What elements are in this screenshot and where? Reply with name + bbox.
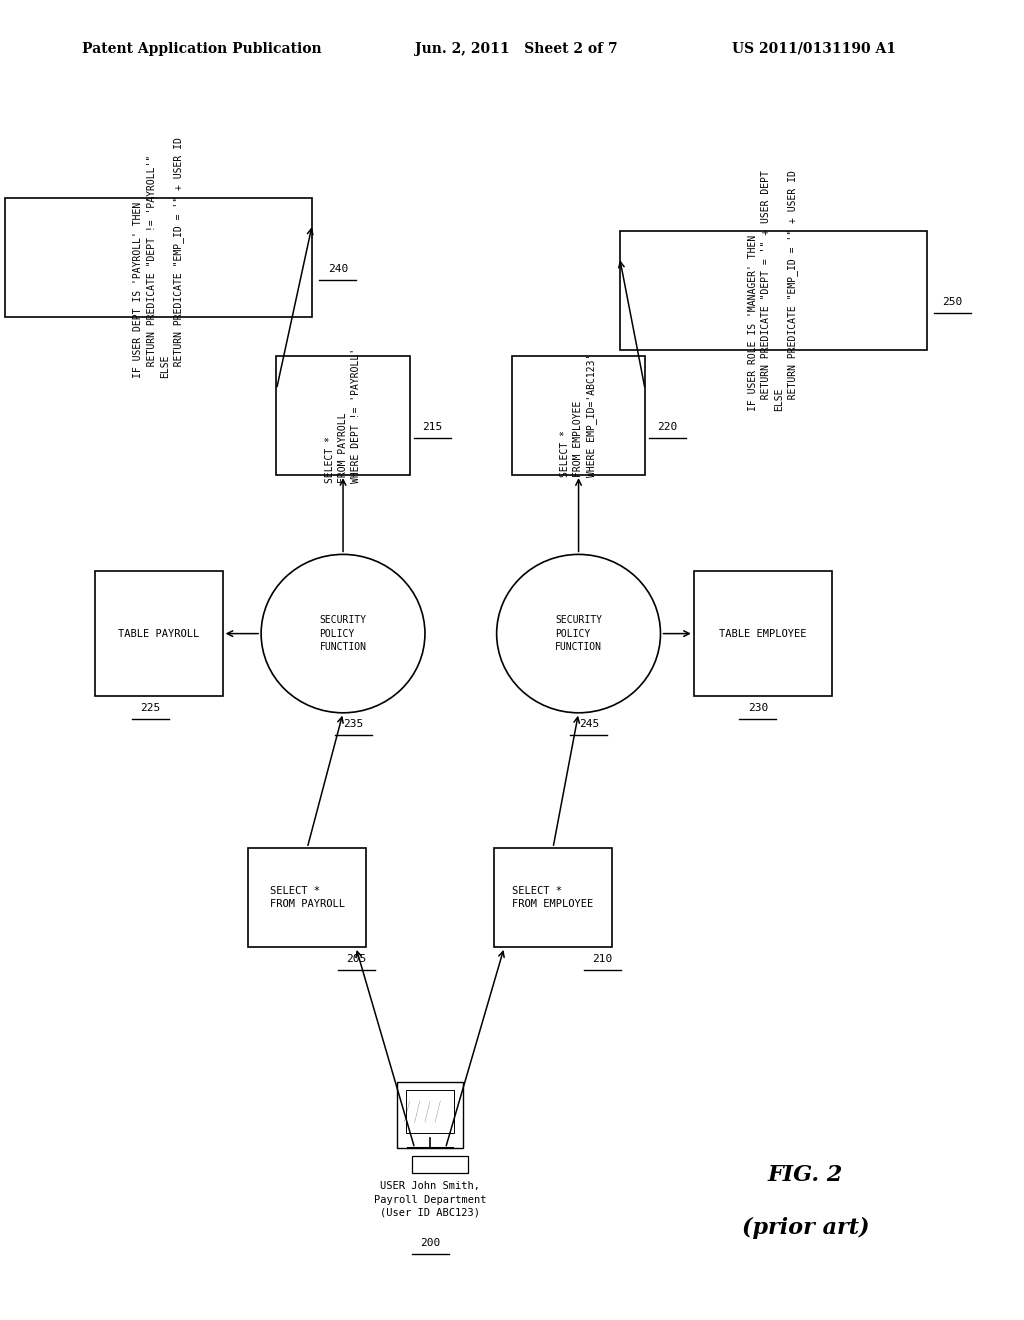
Text: 220: 220 xyxy=(657,422,678,433)
Bar xyxy=(396,1082,463,1148)
Text: SELECT *
FROM EMPLOYEE: SELECT * FROM EMPLOYEE xyxy=(512,886,594,909)
Text: USER John Smith,
Payroll Department
(User ID ABC123): USER John Smith, Payroll Department (Use… xyxy=(374,1181,486,1218)
Text: Patent Application Publication: Patent Application Publication xyxy=(82,42,322,55)
Text: SECURITY
POLICY
FUNCTION: SECURITY POLICY FUNCTION xyxy=(319,615,367,652)
Text: TABLE EMPLOYEE: TABLE EMPLOYEE xyxy=(719,628,807,639)
Text: SELECT *
FROM PAYROLL
WHERE DEPT != 'PAYROLL': SELECT * FROM PAYROLL WHERE DEPT != 'PAY… xyxy=(325,348,361,483)
Text: 210: 210 xyxy=(592,953,612,964)
Bar xyxy=(406,1090,454,1133)
Text: 200: 200 xyxy=(420,1238,440,1249)
Text: 215: 215 xyxy=(422,422,442,433)
Text: Jun. 2, 2011   Sheet 2 of 7: Jun. 2, 2011 Sheet 2 of 7 xyxy=(415,42,617,55)
Ellipse shape xyxy=(261,554,425,713)
Text: SELECT *
FROM PAYROLL: SELECT * FROM PAYROLL xyxy=(269,886,345,909)
Text: 225: 225 xyxy=(140,702,161,713)
Bar xyxy=(620,231,927,350)
Text: SECURITY
POLICY
FUNCTION: SECURITY POLICY FUNCTION xyxy=(555,615,602,652)
Bar xyxy=(248,847,367,948)
Text: 240: 240 xyxy=(328,264,348,275)
Text: 235: 235 xyxy=(343,719,364,730)
Text: 245: 245 xyxy=(579,719,599,730)
Text: 230: 230 xyxy=(748,702,768,713)
Text: US 2011/0131190 A1: US 2011/0131190 A1 xyxy=(732,42,896,55)
Text: (prior art): (prior art) xyxy=(742,1217,870,1239)
Bar xyxy=(412,1156,468,1172)
Text: IF USER DEPT IS 'PAYROLL' THEN
  RETURN PREDICATE "DEPT != 'PAYROLL'"
ELSE
  RET: IF USER DEPT IS 'PAYROLL' THEN RETURN PR… xyxy=(133,137,184,378)
Text: 205: 205 xyxy=(346,953,367,964)
Bar xyxy=(5,198,312,317)
Text: IF USER ROLE IS 'MANAGER' THEN
  RETURN PREDICATE "DEPT = '" + USER DEPT
ELSE
  : IF USER ROLE IS 'MANAGER' THEN RETURN PR… xyxy=(748,170,799,411)
Bar xyxy=(694,570,831,697)
Text: SELECT *
FROM EMPLOYEE
WHERE EMP_ID='ABC123': SELECT * FROM EMPLOYEE WHERE EMP_ID='ABC… xyxy=(560,354,597,478)
Text: TABLE PAYROLL: TABLE PAYROLL xyxy=(118,628,200,639)
Bar xyxy=(495,847,612,948)
Bar xyxy=(94,570,223,697)
Ellipse shape xyxy=(497,554,660,713)
Bar xyxy=(276,356,410,475)
Text: FIG. 2: FIG. 2 xyxy=(768,1164,844,1187)
Text: 250: 250 xyxy=(942,297,963,308)
Bar xyxy=(512,356,645,475)
